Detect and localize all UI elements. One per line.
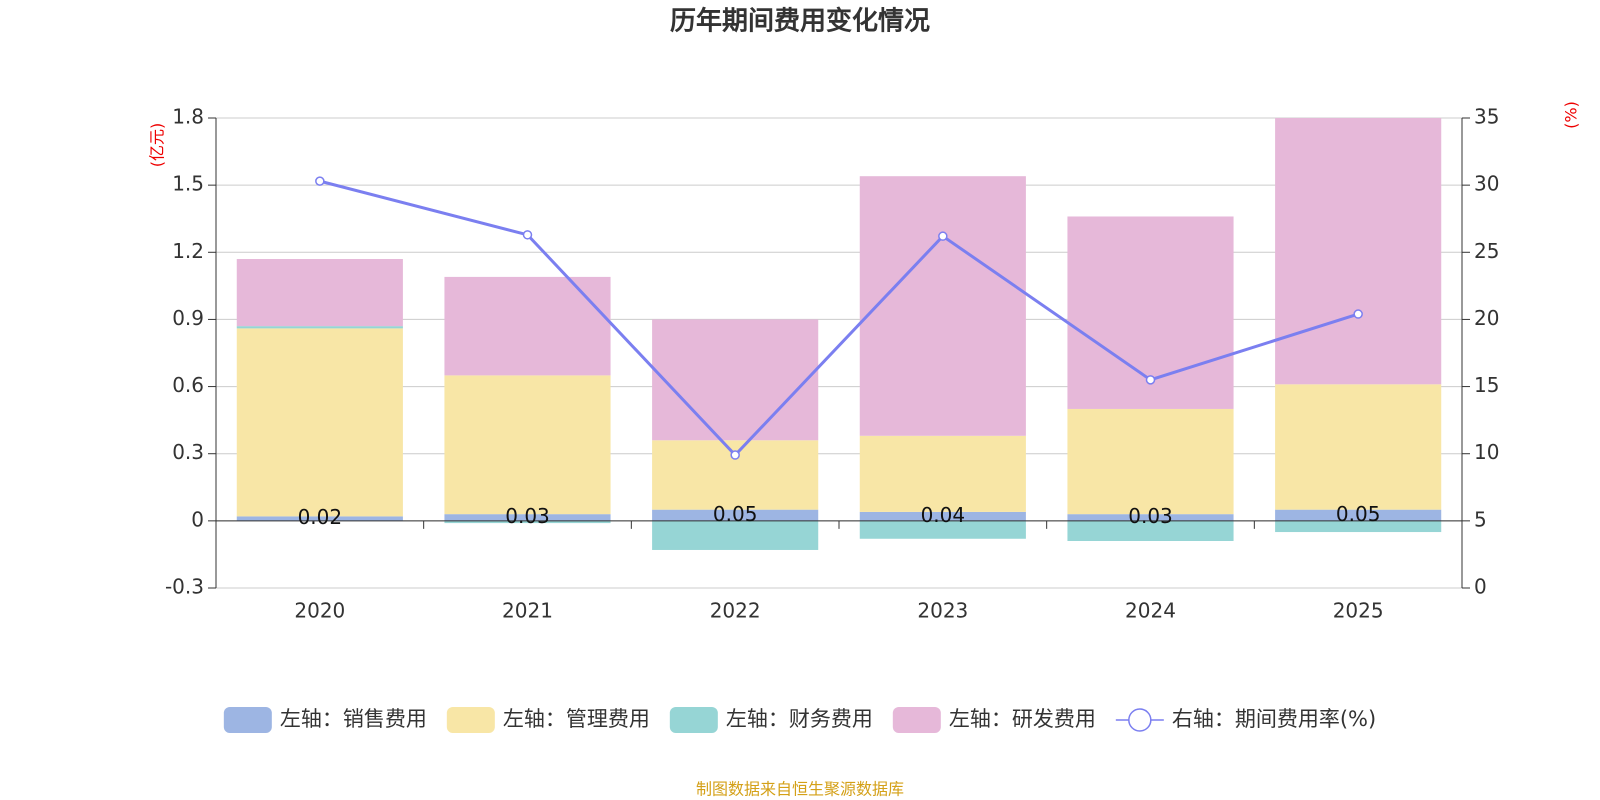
- x-tick-label: 2021: [502, 599, 553, 623]
- line-point: [938, 231, 948, 241]
- legend: 左轴：销售费用 左轴：管理费用 左轴：财务费用 左轴：研发费用 右轴：期间费用率(%): [223, 707, 1376, 733]
- chart-title: 历年期间费用变化情况: [670, 6, 930, 37]
- y-axis-label: (亿元): [148, 123, 167, 168]
- y2-tick-label: 0: [1474, 575, 1487, 599]
- y-tick-label: 1.2: [172, 239, 204, 263]
- bar: [444, 520, 611, 524]
- data-label: 0.03: [1128, 504, 1173, 528]
- legend-label: 左轴：研发费用: [949, 707, 1096, 731]
- y-tick-label: 0.9: [172, 306, 204, 330]
- data-label: 0.05: [1336, 502, 1381, 526]
- y2-tick-label: 25: [1474, 239, 1499, 263]
- legend-swatch: [892, 707, 941, 733]
- bar: [236, 326, 403, 329]
- line-point: [1145, 375, 1156, 385]
- x-tick-label: 2025: [1333, 599, 1384, 623]
- bar: [444, 375, 611, 515]
- bar: [1275, 118, 1442, 385]
- x-tick-label: 2023: [917, 599, 968, 623]
- legend-swatch: [446, 707, 495, 733]
- legend-label: 左轴：管理费用: [503, 707, 650, 731]
- data-label: 0.02: [298, 505, 343, 529]
- data-label: 0.04: [921, 503, 966, 527]
- legend-label: 左轴：销售费用: [280, 707, 427, 731]
- bar: [652, 319, 819, 441]
- y2-tick-label: 10: [1474, 440, 1499, 464]
- y-tick-label: 1.8: [172, 105, 204, 129]
- bar: [236, 516, 403, 521]
- legend-swatch: [669, 707, 718, 733]
- bar: [236, 259, 403, 327]
- data-label: 0.03: [505, 504, 550, 528]
- y-tick-label: 0.3: [172, 440, 204, 464]
- y2-tick-label: 5: [1474, 507, 1487, 531]
- bar: [859, 176, 1026, 436]
- bar: [859, 435, 1026, 512]
- overlay: -0.300.30.60.91.21.51.805101520253035202…: [165, 105, 1499, 623]
- y2-tick-label: 15: [1474, 373, 1499, 397]
- legend-label: 左轴：财务费用: [726, 707, 873, 731]
- bar: [652, 520, 819, 550]
- bar: [1275, 509, 1442, 521]
- bar: [859, 520, 1026, 539]
- line-point: [315, 176, 325, 186]
- source-note: 制图数据来自恒生聚源数据库: [696, 780, 904, 799]
- bar: [1067, 514, 1234, 521]
- x-tick-label: 2024: [1125, 599, 1176, 623]
- line-point: [730, 450, 740, 460]
- legend-swatch: [1128, 708, 1152, 732]
- legend-label: 右轴：期间费用率(%): [1172, 707, 1376, 731]
- bars: [236, 118, 1442, 550]
- y-tick-label: 1.5: [172, 172, 204, 196]
- y2-tick-label: 35: [1474, 105, 1499, 129]
- data-label: 0.05: [713, 502, 758, 526]
- bar: [859, 511, 1026, 521]
- bar: [652, 509, 819, 521]
- y-tick-label: -0.3: [165, 575, 204, 599]
- line-point: [522, 230, 533, 240]
- y2-tick-label: 30: [1474, 172, 1499, 196]
- bar: [444, 276, 611, 376]
- bar: [1275, 520, 1442, 533]
- line: [319, 179, 1359, 458]
- y-tick-label: 0.6: [172, 373, 204, 397]
- x-tick-label: 2022: [710, 599, 761, 623]
- bar: [444, 514, 611, 521]
- bar: [1067, 520, 1234, 541]
- bar: [236, 328, 403, 517]
- line-point: [1353, 309, 1363, 319]
- x-tick-label: 2020: [294, 599, 345, 623]
- bar: [1275, 384, 1442, 510]
- y-tick-label: 0: [191, 507, 204, 531]
- y2-axis-label: (%): [1562, 101, 1581, 129]
- legend-swatch: [223, 707, 272, 733]
- y2-tick-label: 20: [1474, 306, 1499, 330]
- bar: [1067, 408, 1234, 515]
